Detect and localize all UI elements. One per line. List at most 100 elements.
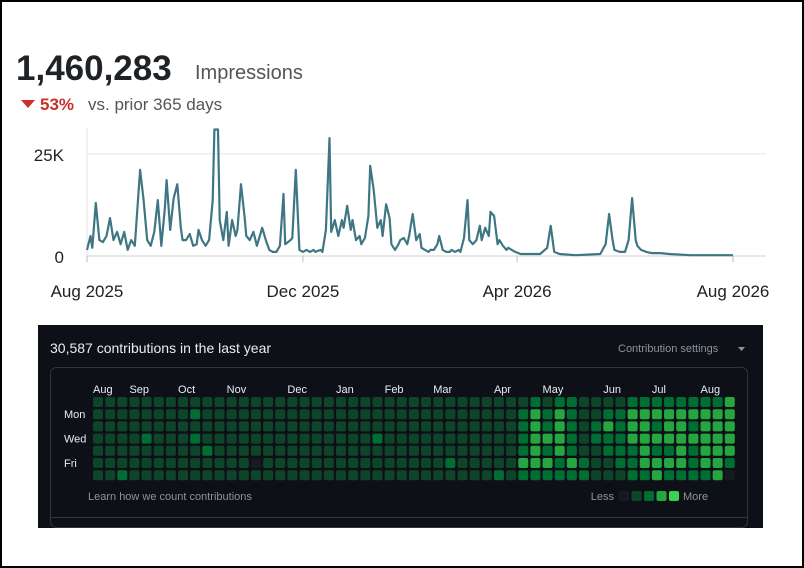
day-cell [530, 470, 541, 481]
day-cell [639, 445, 650, 456]
day-cell [591, 470, 602, 481]
month-label: Jun [603, 384, 621, 396]
day-cell [506, 458, 517, 468]
day-cell [651, 433, 662, 444]
day-cell [433, 409, 444, 420]
day-cell [651, 397, 662, 407]
day-cell [275, 433, 286, 444]
day-cell [445, 433, 456, 444]
y-tick-label: 25K [34, 146, 65, 165]
day-cell [554, 458, 565, 468]
day-cell [554, 409, 565, 420]
month-label: Sep [129, 384, 149, 396]
legend-less: Less [591, 491, 615, 503]
day-cell [433, 397, 444, 407]
day-cell [591, 397, 602, 407]
weekday-label: Mon [64, 409, 85, 421]
day-cell [238, 458, 249, 468]
day-cell [117, 470, 128, 481]
learn-link[interactable]: Learn how we count contributions [88, 491, 252, 503]
legend-more: More [683, 491, 708, 503]
day-cell [178, 409, 189, 420]
day-cell [202, 458, 213, 468]
day-cell [165, 421, 176, 432]
day-cell [299, 421, 310, 432]
day-cell [639, 397, 650, 407]
settings[interactable]: Contribution settings [618, 343, 719, 355]
day-cell [190, 470, 201, 481]
day-cell [178, 458, 189, 468]
day-cell [566, 470, 577, 481]
day-cell [408, 409, 419, 420]
day-cell [712, 421, 723, 432]
day-cell [105, 433, 116, 444]
day-cell [469, 470, 480, 481]
day-cell [263, 397, 274, 407]
day-cell [627, 397, 638, 407]
day-cell [603, 409, 614, 420]
day-cell [226, 409, 237, 420]
day-cell [518, 458, 529, 468]
day-cell [554, 470, 565, 481]
day-cell [408, 433, 419, 444]
month-label: Oct [178, 384, 195, 396]
day-cell [287, 397, 298, 407]
day-cell [287, 433, 298, 444]
day-cell [226, 397, 237, 407]
day-cell [190, 458, 201, 468]
day-cell [275, 397, 286, 407]
day-cell [336, 433, 346, 444]
day-cell [153, 470, 164, 481]
day-cell [481, 409, 492, 420]
day-cell [226, 433, 237, 444]
day-cell [250, 470, 261, 481]
day-cell [299, 397, 310, 407]
day-cell [165, 445, 176, 456]
day-cell [336, 458, 346, 468]
day-cell [153, 421, 164, 432]
day-cell [445, 458, 456, 468]
day-cell [311, 421, 322, 432]
day-cell [603, 397, 614, 407]
day-cell [396, 458, 407, 468]
day-cell [311, 409, 322, 420]
day-cell [664, 397, 675, 407]
day-cell [311, 397, 322, 407]
day-cell [360, 397, 371, 407]
day-cell [105, 421, 116, 432]
day-cell [250, 409, 261, 420]
day-cell [530, 409, 541, 420]
day-cell [263, 421, 274, 432]
day-cell [688, 421, 699, 432]
day-cell [421, 397, 432, 407]
settings-caret[interactable] [738, 347, 745, 351]
day-cell [433, 470, 444, 481]
day-cell [153, 397, 164, 407]
day-cell [202, 445, 213, 456]
legend-swatch [669, 491, 679, 501]
day-cell [408, 421, 419, 432]
day-cell [506, 421, 517, 432]
day-cell [178, 445, 189, 456]
day-cell [105, 397, 116, 407]
day-cell [384, 433, 395, 444]
day-cell [214, 397, 225, 407]
day-cell [481, 445, 492, 456]
day-cell [117, 397, 128, 407]
day-cell [493, 433, 504, 444]
day-cell [117, 421, 128, 432]
day-cell [348, 409, 359, 420]
day-cell [238, 470, 249, 481]
day-cell [190, 409, 201, 420]
day-cell [566, 409, 577, 420]
day-cell [384, 458, 395, 468]
day-cell [311, 433, 322, 444]
day-cell [542, 433, 553, 444]
day-cell [93, 421, 103, 432]
day-cell [457, 409, 468, 420]
day-cell [323, 421, 334, 432]
day-cell [506, 409, 517, 420]
day-cell [421, 458, 432, 468]
day-cell [384, 445, 395, 456]
day-cell [664, 409, 675, 420]
